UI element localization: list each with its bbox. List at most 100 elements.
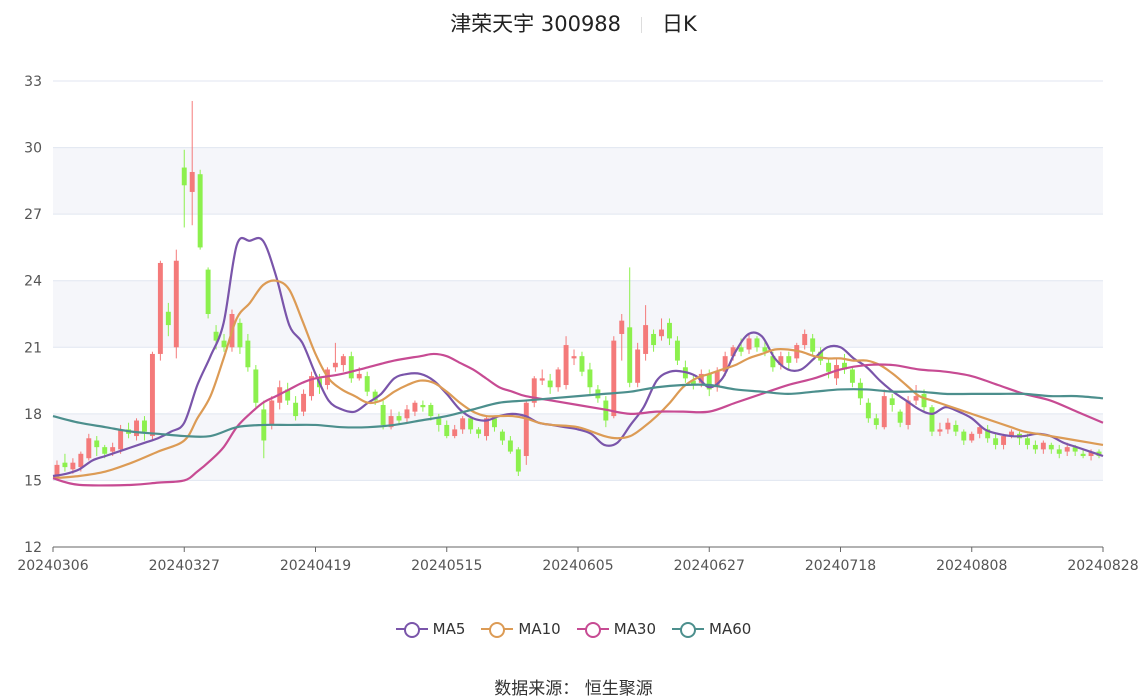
candle-body: [507, 440, 513, 452]
candle: [563, 336, 569, 390]
x-tick-label: 20240627: [674, 558, 745, 574]
candle: [205, 267, 211, 319]
line-ma60: [52, 383, 1104, 438]
candle: [364, 371, 370, 397]
candle: [460, 416, 466, 434]
candle-body: [706, 373, 712, 390]
candle-body: [70, 462, 76, 470]
candle: [181, 149, 187, 228]
grid-bands: [53, 147, 1103, 481]
candle: [134, 418, 139, 441]
candle: [881, 389, 887, 430]
candle-body: [404, 409, 410, 419]
ma-lines: [52, 236, 1104, 487]
candle: [1048, 442, 1054, 454]
candle-body: [118, 429, 124, 450]
candle-body: [1001, 436, 1007, 445]
y-tick-label: 30: [24, 141, 42, 157]
candle: [165, 302, 171, 337]
candle-body: [587, 369, 593, 388]
candle-body: [539, 378, 545, 381]
candle: [818, 347, 824, 366]
candle: [404, 404, 410, 423]
candle: [476, 427, 482, 439]
candle-body: [722, 356, 728, 372]
y-tick-label: 24: [24, 274, 42, 290]
candle-body: [213, 331, 219, 341]
legend: MA5 MA10 MA30 MA60: [0, 620, 1147, 640]
candle-body: [889, 398, 895, 405]
candle: [746, 333, 752, 354]
candle-body: [849, 369, 855, 383]
candle-body: [476, 429, 482, 434]
x-tick-label: 20240605: [542, 558, 613, 574]
candle: [1001, 433, 1007, 450]
candle: [332, 342, 338, 372]
candle-body: [786, 356, 792, 363]
candle: [953, 420, 959, 437]
candle-body: [1024, 438, 1030, 445]
candle: [865, 398, 871, 423]
candle-body: [452, 429, 458, 437]
candle: [380, 400, 386, 430]
candle-body: [237, 322, 243, 348]
candle: [993, 433, 999, 450]
chart-title: 津荣天宇 300988 日K: [0, 8, 1147, 38]
legend-item-ma60[interactable]: MA60: [672, 620, 751, 638]
candle-body: [332, 362, 338, 368]
legend-item-ma10[interactable]: MA10: [481, 620, 561, 638]
candle: [142, 416, 147, 441]
candle-body: [961, 431, 967, 441]
candle-body: [468, 418, 474, 430]
candle: [301, 389, 307, 417]
candle-body: [921, 393, 927, 408]
candle: [428, 402, 434, 421]
candle: [149, 351, 155, 441]
candle-body: [78, 453, 84, 468]
candle: [587, 362, 593, 394]
candle: [794, 342, 800, 363]
candle: [189, 100, 195, 226]
candle-body: [364, 376, 370, 392]
candle-body: [1064, 447, 1070, 452]
candle: [237, 318, 243, 354]
candle: [842, 353, 847, 374]
kline-chart: 12 15 18 21 24 27 30 33 20240306 20240327 2024041…: [17, 74, 1138, 574]
legend-item-ma5[interactable]: MA5: [395, 620, 465, 638]
candle: [499, 429, 505, 445]
candle: [285, 382, 291, 405]
candle: [619, 314, 625, 361]
candle-body: [897, 411, 903, 423]
candle-body: [842, 362, 847, 370]
candle: [157, 260, 163, 361]
candle-body: [651, 333, 657, 346]
candle: [810, 333, 816, 357]
candle: [857, 378, 863, 405]
candle-body: [309, 376, 314, 397]
candle-body: [165, 311, 171, 326]
candle: [293, 396, 299, 421]
candle: [348, 351, 354, 383]
candle-body: [102, 447, 108, 454]
candle: [197, 169, 203, 250]
x-tick-label: 20240515: [411, 558, 482, 574]
candle-body: [420, 404, 426, 408]
candle-body: [667, 322, 672, 339]
y-tick-label: 33: [24, 74, 42, 90]
candle-body: [905, 400, 911, 425]
candle: [897, 409, 903, 428]
candle-body: [428, 404, 434, 417]
candle-body: [499, 431, 505, 441]
candle-body: [110, 447, 116, 452]
candle-body: [149, 353, 155, 437]
candle-body: [802, 333, 808, 346]
candle-body: [492, 418, 497, 428]
candle: [643, 305, 649, 361]
legend-item-ma30[interactable]: MA30: [576, 620, 656, 638]
x-tick-label: 20240718: [805, 558, 876, 574]
candle: [667, 318, 672, 346]
candle: [253, 365, 259, 408]
candle-body: [1056, 449, 1062, 454]
candle: [921, 389, 927, 412]
candle-body: [643, 325, 649, 354]
